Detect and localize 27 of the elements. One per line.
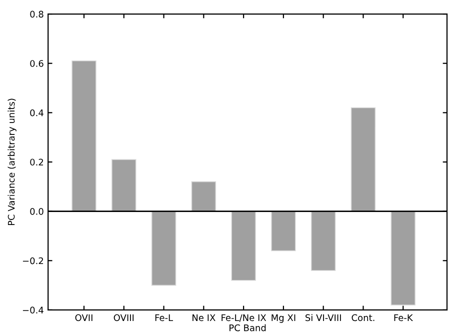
y-tick-label: 0.8: [30, 10, 44, 18]
y-tick-label: 0.2: [30, 158, 44, 166]
bar: [191, 181, 216, 212]
bar: [271, 210, 296, 252]
x-tick-label: OVII: [75, 314, 92, 322]
y-tick-label: −0.2: [22, 257, 44, 264]
x-tick-label: Fe-K: [394, 314, 414, 322]
bar: [72, 60, 96, 212]
y-tick-label: 0.0: [30, 208, 44, 215]
y-tick-label: 0.4: [30, 109, 44, 116]
y-tick-label: −0.4: [22, 306, 44, 314]
x-tick-label: Cont.: [352, 314, 374, 322]
x-tick-label: Mg XI: [272, 314, 296, 323]
x-tick-label: Ne IX: [192, 314, 216, 322]
bar: [310, 210, 336, 271]
bar: [350, 107, 376, 212]
bar: [390, 210, 416, 306]
bar: [111, 159, 136, 212]
x-axis-title: PC Band: [230, 324, 266, 332]
x-tick-label: Fe-L/Ne IX: [222, 314, 266, 322]
y-axis-title: PC Variance (arbitrary units): [8, 98, 16, 226]
x-tick-label: Si VI-VIII: [306, 314, 341, 322]
x-tick-label: Fe-L: [155, 314, 173, 322]
x-tick-label: OVIII: [114, 314, 134, 322]
bar: [231, 210, 256, 281]
bar: [151, 210, 176, 286]
y-tick-label: 0.6: [30, 60, 44, 67]
